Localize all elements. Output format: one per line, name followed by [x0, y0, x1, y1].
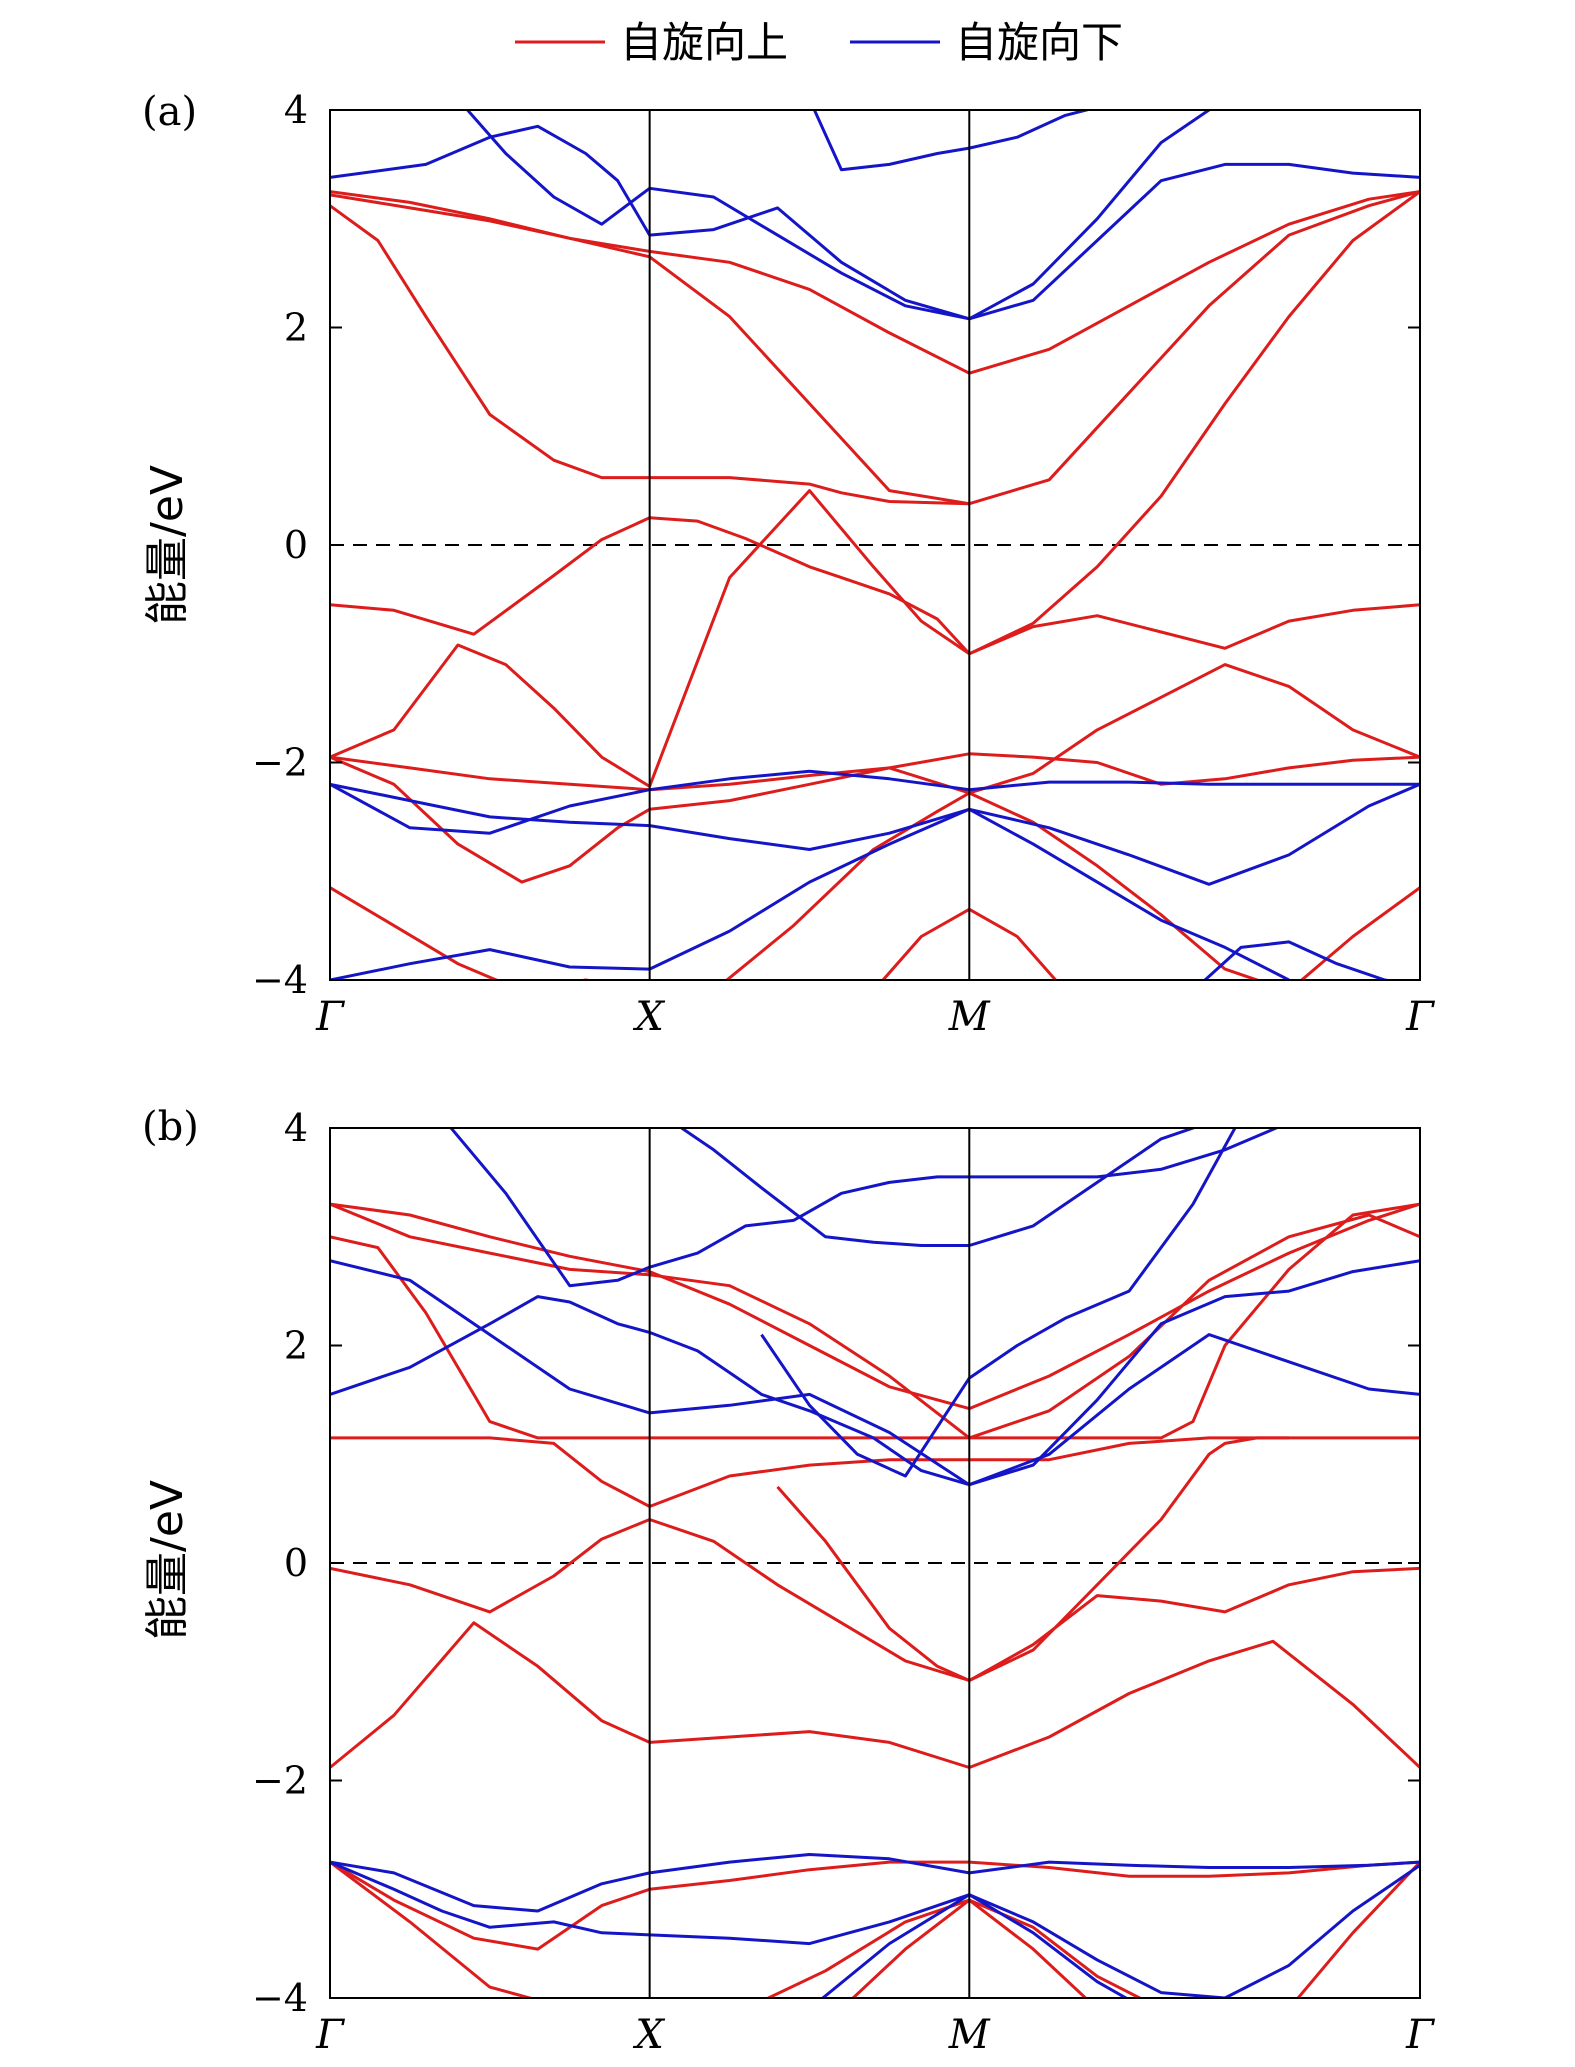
bands: [330, 1128, 1420, 1998]
y-tick-label: 0: [284, 523, 308, 567]
band-spin-up: [776, 1436, 1289, 1682]
band-spin-up: [330, 1436, 1420, 1508]
panel-label: (b): [142, 1104, 199, 1150]
y-tick-label: 0: [284, 1541, 308, 1585]
legend: 自旋向上 自旋向下: [515, 18, 1123, 67]
band-spin-down: [330, 782, 1420, 886]
band-spin-down: [678, 1128, 1198, 1247]
y-tick-label: −4: [252, 1976, 308, 2020]
band-spin-down: [330, 1259, 1420, 1487]
band-spin-down: [1202, 940, 1395, 980]
band-spin-up: [330, 1621, 1420, 1769]
x-kpoint-label: Γ: [1405, 2012, 1435, 2058]
band-spin-down: [760, 1128, 1237, 1478]
band-spin-up: [1296, 1861, 1420, 1998]
band-spin-up: [330, 1860, 1420, 1951]
band-spin-down: [330, 1853, 1420, 1913]
y-tick-label: 2: [284, 1324, 308, 1368]
band-spin-down: [449, 1128, 1281, 1288]
plot-area: −4 −2 0 2 4 Γ X M Γ: [252, 88, 1435, 1040]
x-kpoint-label: M: [948, 994, 991, 1040]
band-spin-up: [330, 1518, 1420, 1682]
x-kpoint-label: X: [632, 994, 665, 1040]
band-spin-down: [330, 1860, 1420, 1998]
x-kpoint-label: M: [948, 2012, 991, 2058]
legend-label-spin-down: 自旋向下: [955, 18, 1123, 67]
band-spin-up: [330, 886, 595, 980]
panel-a: (a) 能量/eV −4 −2 0 2 4 Γ X M Γ: [142, 88, 1435, 1040]
band-spin-down: [330, 1259, 1420, 1487]
band-spin-up: [764, 1898, 1144, 1998]
band-spin-down: [820, 1893, 1129, 1998]
panel-label: (a): [142, 89, 197, 135]
y-tick-label: −4: [252, 958, 308, 1002]
band-spin-down: [465, 110, 1212, 321]
band-spin-up: [330, 1202, 1420, 1411]
band-spin-up: [330, 1202, 1420, 1440]
x-kpoint-label: Γ: [315, 994, 345, 1040]
band-spin-up: [330, 489, 1420, 788]
y-tick-label: 4: [284, 1106, 308, 1150]
y-tick-label: −2: [252, 1759, 308, 1803]
y-axis-label: 能量/eV: [142, 1480, 193, 1640]
plot-area: −4 −2 0 2 4 Γ X M Γ: [252, 1106, 1435, 2058]
y-axis-label: 能量/eV: [142, 465, 193, 625]
band-spin-up: [330, 1860, 536, 1998]
band-spin-down: [330, 769, 1420, 835]
band-spin-up: [330, 190, 1420, 656]
band-spin-up: [330, 190, 1420, 506]
x-kpoint-label: X: [632, 2012, 665, 2058]
panel-b: (b) 能量/eV −4 −2 0 2 4 Γ X M Γ: [142, 1104, 1435, 2058]
y-tick-label: 2: [284, 306, 308, 350]
legend-label-spin-up: 自旋向上: [620, 18, 788, 67]
y-tick-label: −2: [252, 741, 308, 785]
band-spin-up: [330, 1202, 1420, 1440]
x-kpoint-label: Γ: [315, 2012, 345, 2058]
band-spin-up: [330, 663, 1420, 795]
y-tick-label: 4: [284, 88, 308, 132]
band-spin-up: [724, 791, 1420, 980]
x-kpoint-label: Γ: [1405, 994, 1435, 1040]
band-spin-down: [330, 124, 1420, 321]
band-spin-down: [330, 807, 1290, 980]
band-spin-up: [330, 204, 970, 506]
band-spin-down: [812, 110, 1093, 172]
